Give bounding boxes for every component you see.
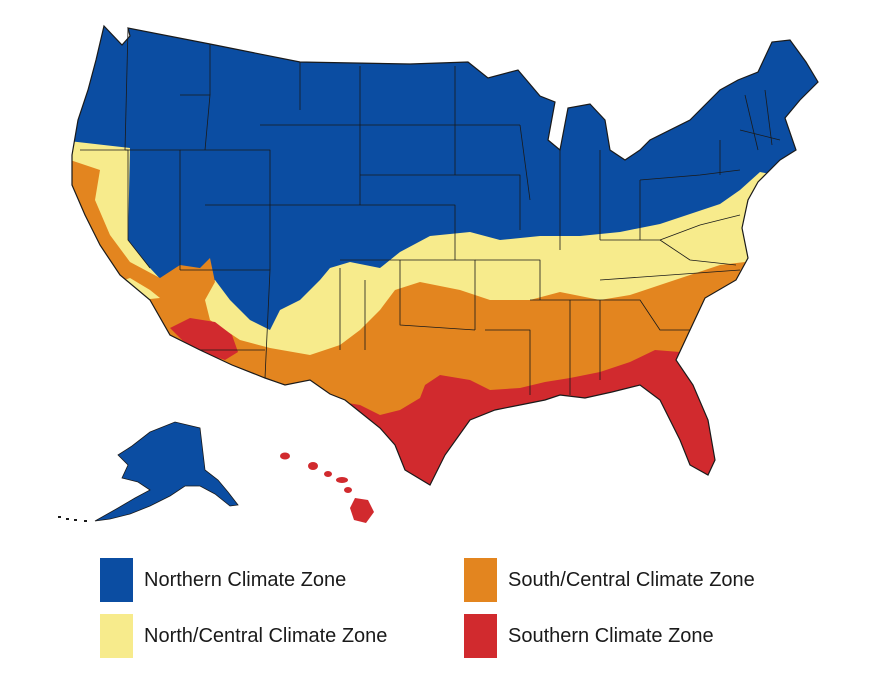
north-central-zone-label: North/Central Climate Zone: [144, 625, 388, 647]
us-climate-zone-map: [58, 24, 819, 523]
alaska-region: [94, 421, 239, 522]
southern-zone-swatch: [464, 614, 497, 658]
northern-zone-label: Northern Climate Zone: [144, 569, 347, 591]
northern-zone-swatch: [100, 558, 133, 602]
north-central-zone-swatch: [100, 614, 133, 658]
south-central-zone-label: South/Central Climate Zone: [508, 569, 755, 591]
hawaii-region: [280, 452, 374, 523]
contiguous-us-outline: [71, 24, 819, 486]
state-borders: [80, 27, 781, 395]
alaska-aleutian-islands: [58, 516, 87, 522]
south-central-zone-swatch: [464, 558, 497, 602]
arizona-southern-pocket: [170, 318, 238, 360]
southern-zone-label: Southern Climate Zone: [508, 625, 714, 647]
